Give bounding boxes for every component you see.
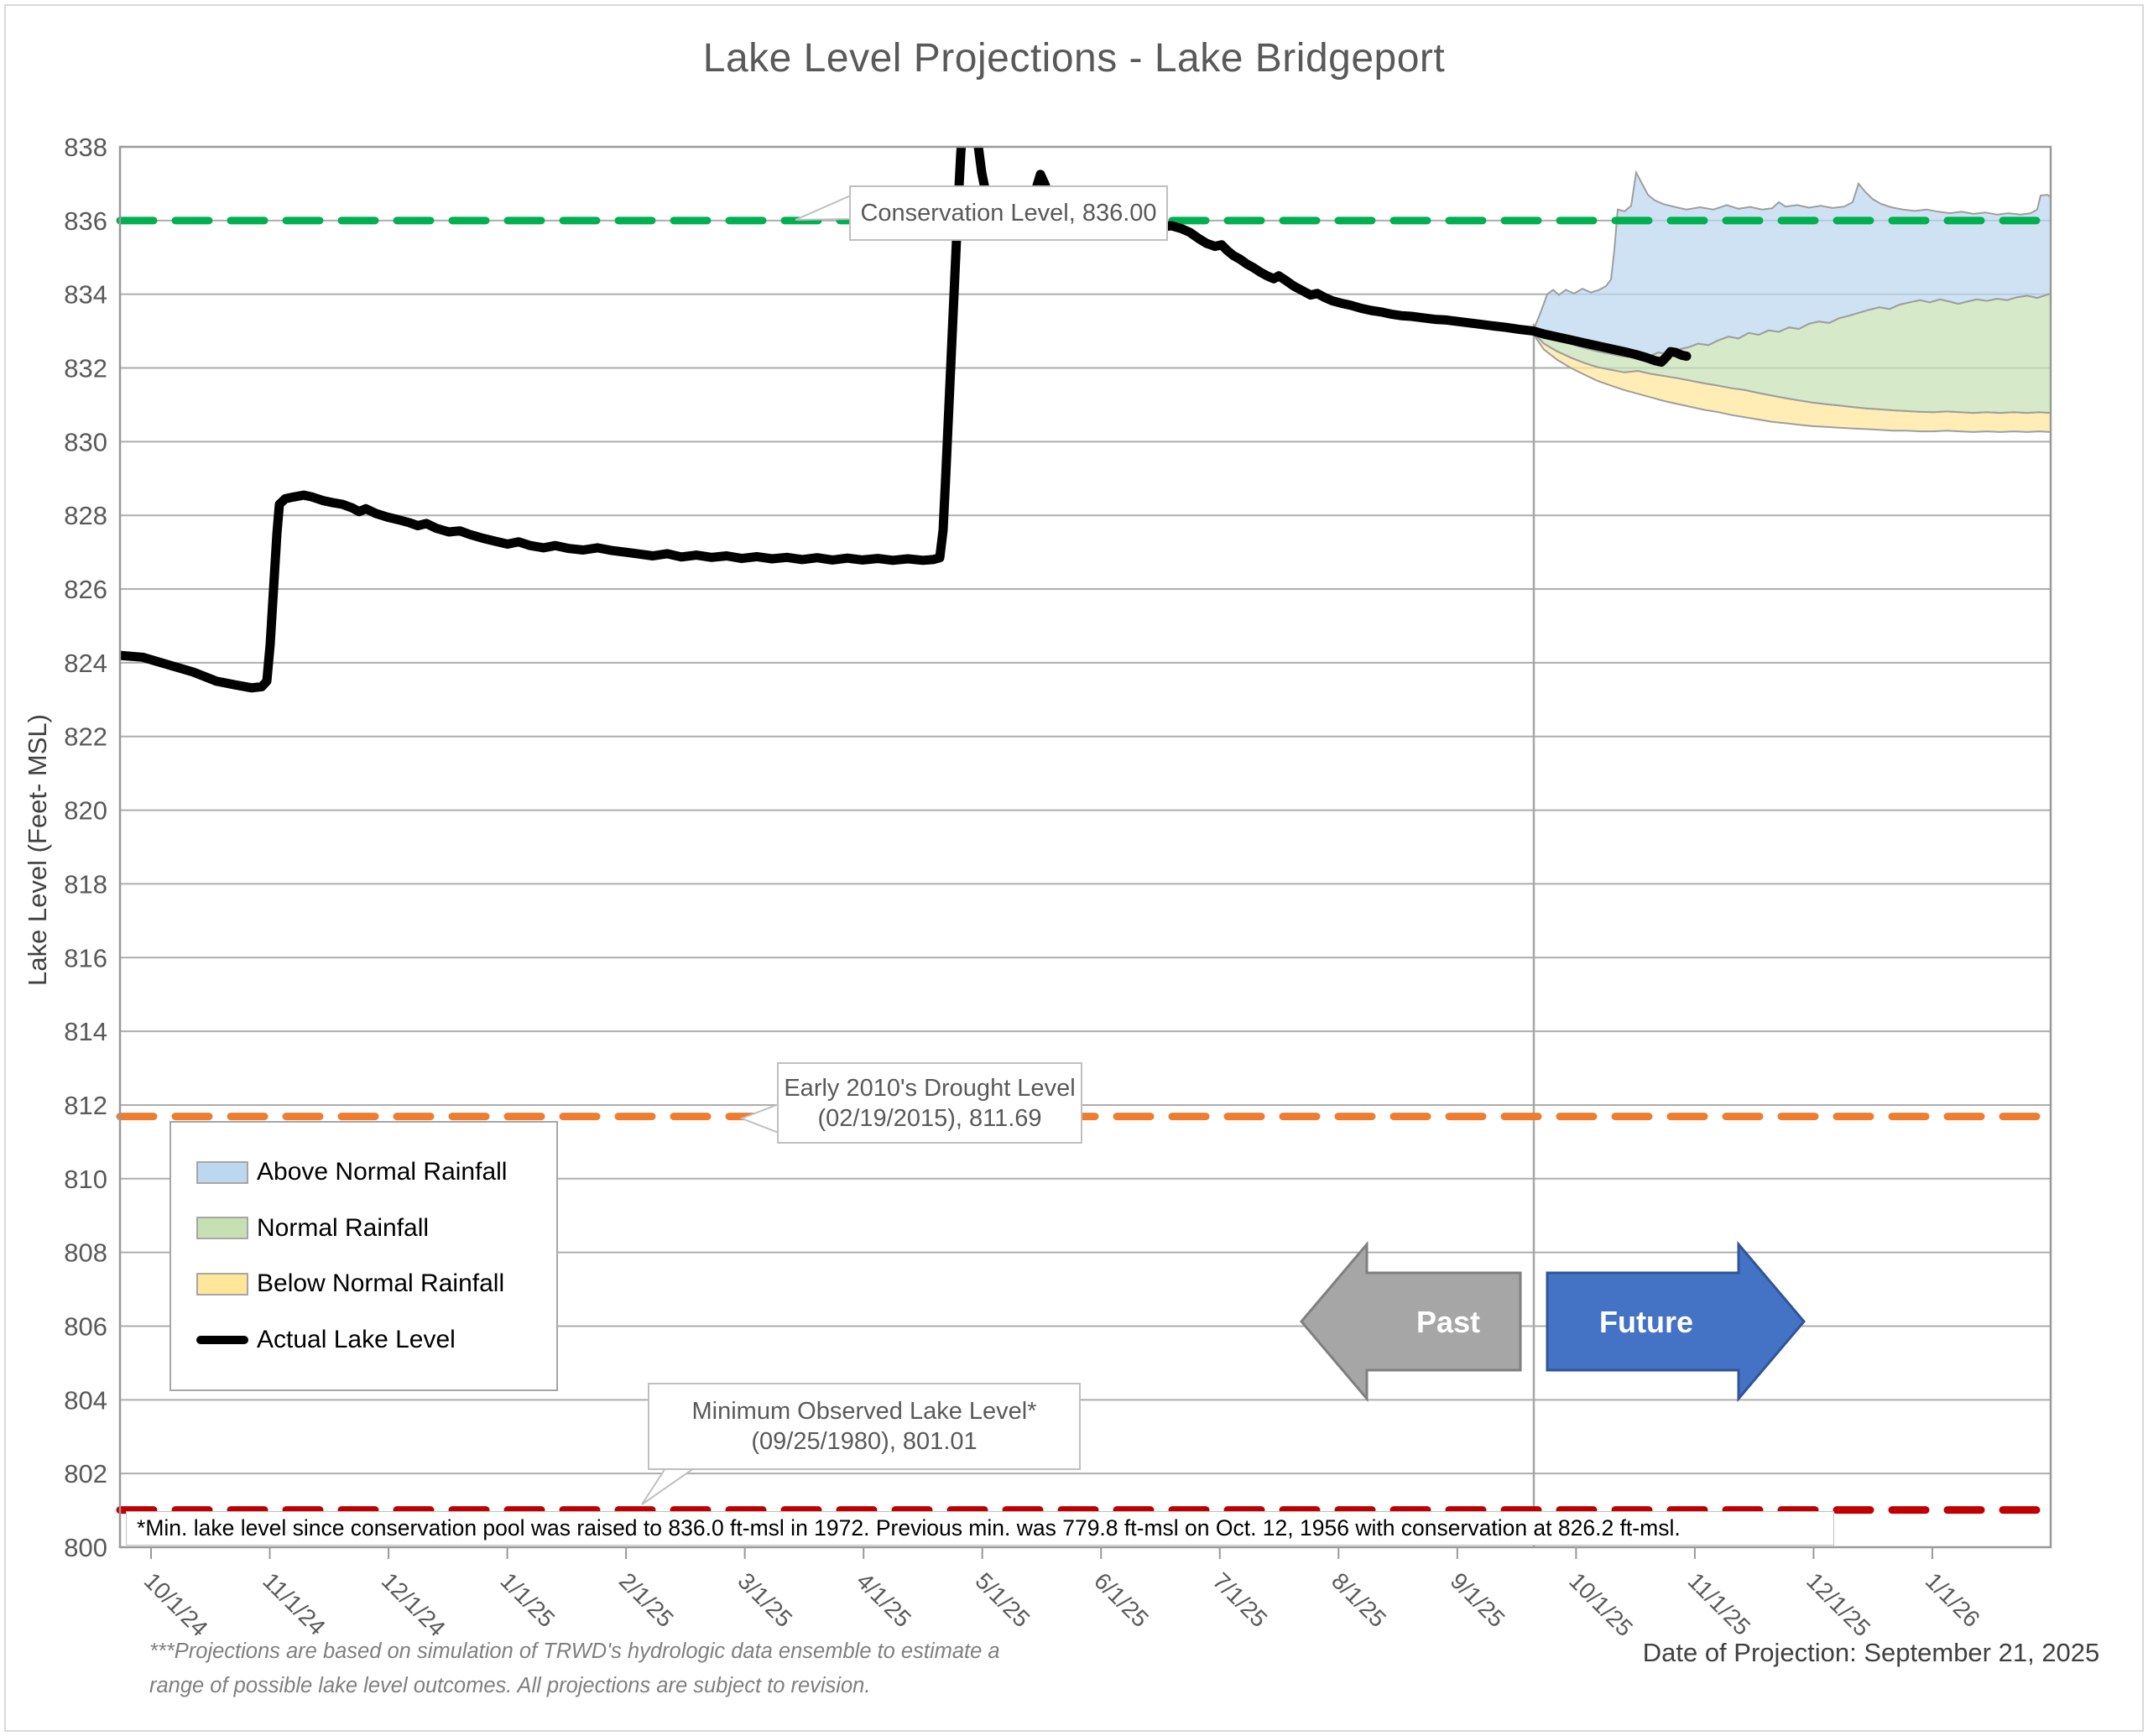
x-tick-label: 12/1/25: [1801, 1567, 1875, 1641]
y-tick-label-808: 808: [64, 1238, 107, 1268]
x-tick-label: 5/1/25: [970, 1567, 1035, 1632]
drought-level-label-line1: Early 2010's Drought Level: [784, 1074, 1076, 1102]
y-tick-label-828: 828: [64, 501, 107, 530]
y-tick-label-818: 818: [64, 869, 107, 899]
x-tick-label: 2/1/25: [614, 1567, 679, 1632]
chart-outer-border: [4, 4, 2144, 1732]
x-tick-label: 6/1/25: [1089, 1567, 1154, 1632]
chart-title: Lake Level Projections - Lake Bridgeport: [702, 36, 1446, 81]
y-tick-label-814: 814: [64, 1017, 107, 1046]
box-swatch-above-normal-rainfall: [196, 1160, 248, 1184]
legend-label: Normal Rainfall: [257, 1213, 430, 1242]
projections-note-line1: ***Projections are based on simulation o…: [149, 1640, 1000, 1663]
line-swatch-actual-lake-level: [196, 1335, 248, 1344]
footnote: *Min. lake level since conservation pool…: [126, 1511, 1834, 1546]
conservation-pointer: [795, 194, 852, 221]
y-tick-label-802: 802: [64, 1459, 107, 1488]
y-tick-label-826: 826: [64, 575, 107, 604]
footnote-text: *Min. lake level since conservation pool…: [137, 1515, 1681, 1541]
plot-border: [118, 145, 2052, 1549]
x-tick-label: 1/1/25: [495, 1567, 560, 1632]
y-tick-label-800: 800: [64, 1533, 107, 1562]
legend-item-normal-rainfall: Normal Rainfall: [196, 1214, 556, 1243]
minimum-level-label-line1: Minimum Observed Lake Level*: [691, 1398, 1037, 1425]
drought-level-callout: Early 2010's Drought Level (02/19/2015),…: [777, 1062, 1082, 1144]
y-tick-label-838: 838: [64, 133, 107, 162]
x-tick-label: 4/1/25: [852, 1567, 916, 1632]
legend-label: Below Normal Rainfall: [257, 1269, 505, 1298]
y-tick-label-806: 806: [64, 1311, 107, 1341]
projections-note-line2: range of possible lake level outcomes. A…: [149, 1674, 871, 1697]
minimum-level-callout: Minimum Observed Lake Level* (09/25/1980…: [648, 1383, 1081, 1470]
y-tick-label-804: 804: [64, 1385, 107, 1415]
y-tick-label-822: 822: [64, 722, 107, 752]
y-tick-label-810: 810: [64, 1165, 107, 1194]
x-tick-label: 12/1/24: [377, 1567, 451, 1641]
past-arrow-label: Past: [1416, 1305, 1480, 1339]
date-of-projection: Date of Projection: September 21, 2025: [1642, 1638, 2100, 1667]
conservation-level-label: Conservation Level, 836.00: [860, 200, 1157, 227]
future-arrow-label: Future: [1599, 1305, 1693, 1339]
y-tick-label-834: 834: [64, 280, 107, 310]
future-arrow: [1546, 1240, 1806, 1403]
projections-note: ***Projections are based on simulation o…: [149, 1634, 1000, 1703]
y-tick-label-836: 836: [64, 206, 107, 236]
x-tick-label: 10/1/24: [139, 1567, 213, 1641]
y-tick-label-824: 824: [64, 649, 107, 678]
past-arrow: [1300, 1240, 1522, 1403]
legend-label: Above Normal Rainfall: [257, 1158, 508, 1186]
y-tick-label-820: 820: [64, 796, 107, 826]
box-swatch-below-normal-rainfall: [196, 1272, 248, 1295]
y-tick-label-812: 812: [64, 1091, 107, 1120]
x-tick-label: 8/1/25: [1327, 1567, 1391, 1632]
x-tick-label: 7/1/25: [1208, 1567, 1273, 1632]
drought-level-label-line2: (02/19/2015), 811.69: [817, 1104, 1042, 1132]
legend-label: Actual Lake Level: [257, 1325, 456, 1353]
legend-item-below-normal-rainfall: Below Normal Rainfall: [196, 1269, 556, 1298]
x-tick-label: 1/1/26: [1921, 1567, 1985, 1632]
legend-item-above-normal-rainfall: Above Normal Rainfall: [196, 1158, 556, 1186]
box-swatch-normal-rainfall: [196, 1217, 248, 1240]
y-tick-label-832: 832: [64, 354, 107, 383]
y-tick-label-830: 830: [64, 427, 107, 456]
minimum-level-label-line2: (09/25/1980), 801.01: [751, 1428, 978, 1455]
x-tick-label: 11/1/25: [1683, 1567, 1756, 1640]
x-tick-label: 11/1/24: [258, 1567, 331, 1640]
legend-item-actual-lake-level: Actual Lake Level: [196, 1326, 556, 1354]
actual-lake-level-line: [120, 147, 1692, 693]
x-tick-label: 9/1/25: [1446, 1567, 1510, 1632]
legend: Above Normal Rainfall Normal Rainfall Belo…: [169, 1121, 558, 1391]
y-tick-label-816: 816: [64, 943, 107, 972]
x-tick-label: 10/1/25: [1564, 1567, 1638, 1641]
x-tick-label: 3/1/25: [733, 1567, 797, 1632]
drought-pointer: [739, 1103, 779, 1134]
conservation-level-callout: Conservation Level, 836.00: [849, 185, 1168, 241]
